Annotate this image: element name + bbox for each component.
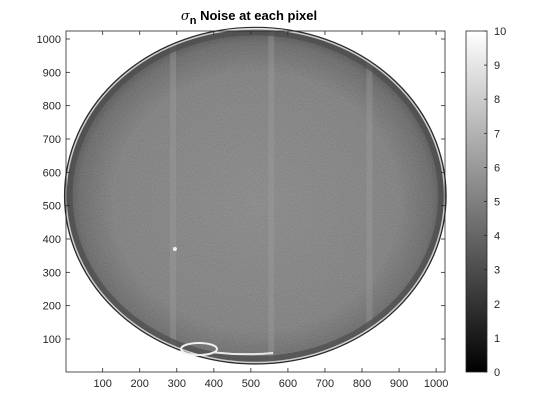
colorbar-tick-label: 8 bbox=[494, 94, 500, 106]
y-tick-label: 700 bbox=[43, 134, 61, 146]
axes-box bbox=[65, 30, 446, 373]
title-subscript: n bbox=[190, 15, 197, 27]
x-tick-label: 700 bbox=[316, 378, 334, 390]
x-tick-label: 500 bbox=[242, 378, 260, 390]
colorbar-tick-label: 1 bbox=[494, 333, 500, 345]
x-tick-label: 800 bbox=[353, 378, 371, 390]
axes: 100 200 300 400 500 600 700 800 900 1000 100 200 300… bbox=[37, 30, 448, 390]
disk-rim bbox=[66, 29, 445, 362]
bright-spot bbox=[172, 247, 177, 251]
y-tick-label: 1000 bbox=[37, 34, 61, 46]
x-tick-label: 200 bbox=[131, 378, 149, 390]
x-tick-label: 400 bbox=[205, 378, 223, 390]
noise-texture bbox=[66, 31, 445, 364]
title-symbol: σ bbox=[181, 9, 191, 24]
bright-arc bbox=[213, 351, 274, 356]
colorbar-tick-label: 2 bbox=[494, 299, 500, 311]
colorbar-tick-label: 0 bbox=[494, 367, 500, 379]
vertical-streak bbox=[170, 31, 177, 364]
colorbar: 0 1 2 3 4 5 6 7 8 9 10 bbox=[465, 26, 506, 379]
x-tick-label: 300 bbox=[168, 378, 186, 390]
x-tick-label: 100 bbox=[93, 378, 111, 390]
vertical-streak bbox=[366, 31, 373, 364]
bright-artefact bbox=[180, 342, 219, 356]
chart-title: σn Noise at each pixel bbox=[181, 8, 317, 27]
colorbar-tick-label: 7 bbox=[494, 128, 500, 140]
heatmap-image bbox=[63, 26, 447, 372]
vertical-streak bbox=[268, 31, 275, 364]
y-tick-label: 100 bbox=[43, 334, 61, 346]
y-tick-label: 800 bbox=[43, 101, 61, 113]
colorbar-gradient bbox=[466, 31, 487, 372]
colorbar-tick-label: 5 bbox=[494, 197, 500, 209]
colorbar-tick-label: 4 bbox=[494, 231, 500, 243]
colorbar-tick-label: 3 bbox=[494, 265, 500, 277]
x-tick-label: 1000 bbox=[424, 378, 448, 390]
x-tick-label: 600 bbox=[279, 378, 297, 390]
colorbar-tick-label: 6 bbox=[494, 162, 500, 174]
y-tick-label: 400 bbox=[43, 234, 61, 246]
title-text: Noise at each pixel bbox=[196, 8, 317, 23]
disk-outline bbox=[63, 26, 447, 365]
y-tick-label: 200 bbox=[43, 301, 61, 313]
disk-region bbox=[65, 28, 446, 364]
x-tick-label: 900 bbox=[390, 378, 408, 390]
y-tick-label: 300 bbox=[43, 267, 61, 279]
colorbar-tick-label: 10 bbox=[494, 26, 506, 38]
y-tick-label: 500 bbox=[43, 201, 61, 213]
y-tick-label: 900 bbox=[43, 67, 61, 79]
y-tick-label: 600 bbox=[43, 167, 61, 179]
colorbar-tick-label: 9 bbox=[494, 60, 500, 72]
